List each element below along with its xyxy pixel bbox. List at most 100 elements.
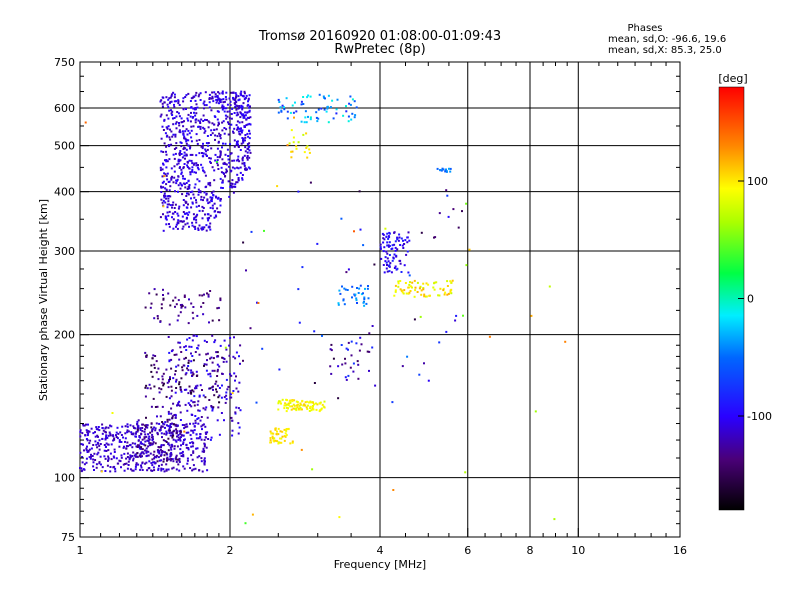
data-point [148, 438, 151, 441]
data-point [330, 349, 333, 352]
data-point [168, 429, 171, 432]
data-point [203, 457, 206, 460]
data-point [105, 434, 108, 437]
data-point [173, 447, 176, 450]
data-point [203, 104, 206, 107]
data-point [180, 436, 182, 439]
data-point [200, 438, 203, 441]
data-point [165, 197, 168, 200]
data-point [145, 426, 147, 429]
data-point [168, 323, 171, 326]
data-point [185, 108, 187, 110]
data-point [115, 434, 117, 437]
data-point [208, 225, 211, 228]
data-point [216, 351, 219, 354]
data-point [211, 196, 214, 199]
data-point [269, 430, 272, 433]
data-point [301, 399, 304, 402]
data-point [435, 281, 438, 284]
data-point [438, 341, 441, 344]
data-point [191, 153, 194, 156]
data-point [379, 247, 382, 250]
data-point [295, 400, 298, 403]
data-point [218, 132, 221, 135]
data-point [198, 353, 201, 356]
data-point [198, 469, 201, 472]
data-point [181, 424, 184, 426]
data-point [155, 456, 158, 459]
data-point [80, 443, 83, 446]
data-point [235, 406, 238, 409]
data-point [176, 178, 179, 181]
data-point [154, 427, 157, 430]
data-point [213, 128, 216, 131]
data-point [442, 289, 445, 292]
data-point [161, 405, 164, 408]
data-point [170, 112, 173, 115]
data-point [203, 107, 205, 110]
data-point [162, 450, 165, 453]
data-point [383, 271, 386, 274]
data-point [170, 350, 173, 353]
data-point [138, 444, 141, 447]
data-point [172, 212, 175, 215]
data-point [198, 180, 201, 183]
data-point [210, 129, 213, 132]
data-point [226, 148, 229, 151]
x-tick-label: 4 [377, 544, 384, 557]
data-point [443, 293, 446, 296]
data-point [304, 116, 307, 119]
data-point [131, 469, 134, 472]
data-point [190, 391, 192, 394]
data-point [194, 99, 197, 102]
data-point [192, 306, 195, 308]
data-point [359, 336, 362, 339]
data-point [211, 319, 214, 322]
data-point [181, 303, 184, 306]
data-point [213, 91, 216, 94]
data-point [145, 461, 148, 464]
stats-line-x: mean, sd,X: 85.3, 25.0 [608, 45, 722, 56]
data-point [126, 441, 129, 444]
data-point [437, 294, 440, 297]
data-point [247, 166, 250, 169]
data-point [382, 233, 385, 236]
data-point [294, 408, 297, 411]
data-point [174, 211, 177, 213]
data-point [179, 448, 182, 451]
data-point [229, 337, 232, 339]
data-point [382, 241, 385, 244]
data-point [182, 453, 185, 456]
data-point [215, 351, 218, 354]
data-point [106, 436, 109, 439]
data-point [225, 171, 227, 174]
data-point [123, 469, 126, 472]
data-point [285, 428, 288, 430]
data-point [176, 163, 179, 166]
data-point [243, 164, 246, 167]
data-point [165, 368, 168, 371]
data-point [387, 265, 390, 267]
data-point [132, 457, 135, 460]
data-point [174, 122, 177, 125]
data-point [160, 185, 162, 188]
data-point [224, 142, 227, 145]
data-point [107, 455, 110, 458]
data-point [409, 281, 411, 284]
data-point [228, 126, 231, 129]
data-point [175, 460, 178, 463]
data-point [413, 318, 416, 321]
data-point [236, 181, 239, 184]
data-point [170, 407, 173, 410]
data-point [145, 356, 148, 358]
data-point [136, 428, 139, 431]
data-point [170, 143, 173, 146]
data-point [276, 440, 279, 443]
data-point [221, 146, 223, 149]
data-point [291, 399, 294, 402]
data-point [170, 389, 173, 392]
data-point [195, 205, 198, 208]
data-point [400, 289, 403, 292]
data-point [177, 207, 180, 210]
